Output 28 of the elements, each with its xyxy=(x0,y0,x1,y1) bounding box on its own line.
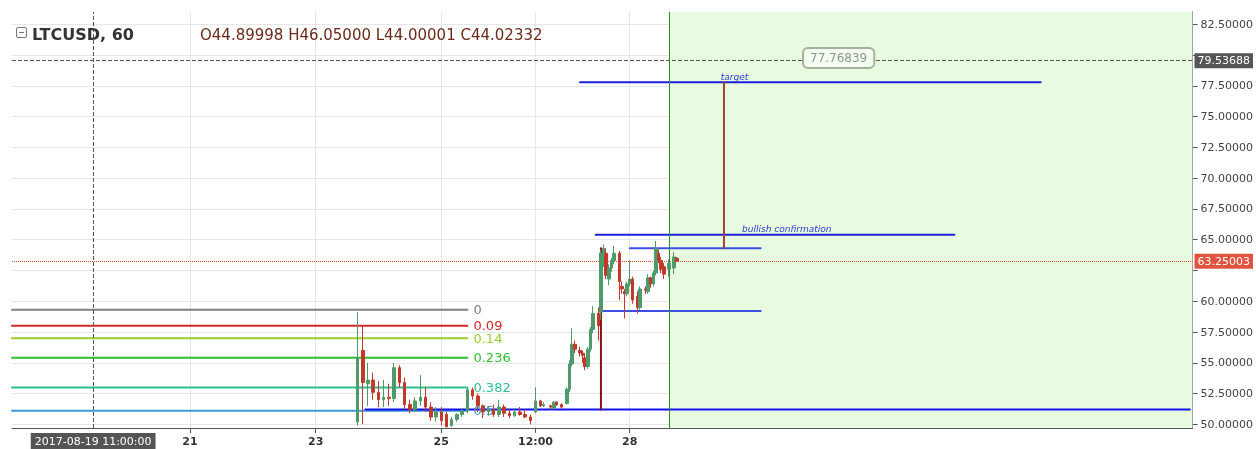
ref-line-label: 79.53688 xyxy=(1197,54,1251,68)
ref-line-label: 2017-08-19 11:00:00 xyxy=(34,435,152,448)
annotation: bullish confirmation xyxy=(742,224,832,235)
annotation: 77.76839 xyxy=(810,51,868,65)
series-label: 0 xyxy=(473,302,482,318)
y-tick-label: 55.00000 xyxy=(1200,356,1254,370)
x-tick-label: 12:00 xyxy=(518,435,554,448)
y-tick-label: 82.50000 xyxy=(1200,17,1254,31)
x-tick-label: 28 xyxy=(622,435,638,448)
y-tick-label: 57.50000 xyxy=(1200,325,1254,339)
annotation: target xyxy=(720,71,749,82)
y-tick-label: 67.50000 xyxy=(1200,202,1254,216)
y-tick-label: 72.50000 xyxy=(1200,140,1254,154)
y-tick-label: 77.50000 xyxy=(1200,79,1254,93)
y-tick-label: 65.00000 xyxy=(1200,233,1254,247)
text: O44.89998 H46.05000 L44.00001 C44.02332 xyxy=(200,25,543,44)
y-tick-label: 75.00000 xyxy=(1200,110,1254,124)
x-tick-label: 21 xyxy=(182,435,198,448)
series-label: 0.382 xyxy=(473,379,511,395)
text: LTCUSD, 60 xyxy=(32,24,134,44)
ref-line-label: 63.25003 xyxy=(1197,254,1251,268)
x-tick-label: 23 xyxy=(307,435,324,448)
y-tick-label: 70.00000 xyxy=(1200,171,1254,185)
y-tick-label: 50.00000 xyxy=(1200,417,1254,431)
x-tick-label: 25 xyxy=(433,435,449,448)
y-tick-label: 60.00000 xyxy=(1200,294,1254,308)
series-label: 0.236 xyxy=(473,350,511,366)
y-tick-label: 52.50000 xyxy=(1200,387,1254,401)
